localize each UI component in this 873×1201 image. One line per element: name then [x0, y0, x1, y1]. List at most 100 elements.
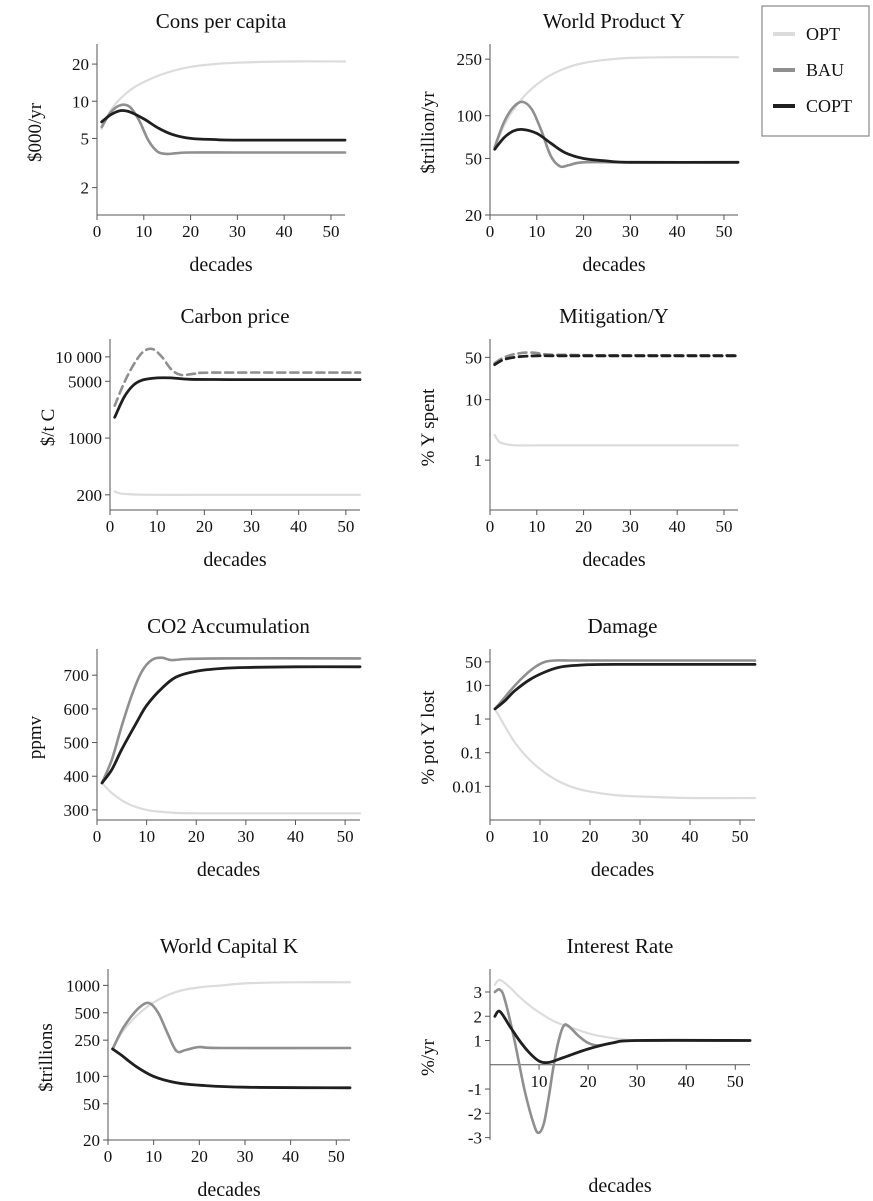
- x-tick-label: 20: [575, 222, 592, 241]
- chart-panel-4: 0 10 20 30 40 50 1 10 50 Mitigation/Y decades % Y s…: [418, 304, 740, 571]
- x-tick-label: 50: [322, 222, 339, 241]
- y-tick-label: -3: [468, 1129, 482, 1148]
- series-line-opt: [113, 490, 362, 496]
- y-tick-label: 10: [465, 676, 482, 695]
- x-tick-label: 20: [580, 1072, 597, 1091]
- x-tick-label: 0: [486, 827, 495, 846]
- y-tick-label: 1: [474, 1032, 483, 1051]
- y-axis-label: $/t C: [38, 409, 59, 446]
- y-tick-label: 250: [457, 50, 483, 69]
- x-tick-label: 0: [106, 517, 115, 536]
- x-tick-label: 50: [337, 517, 354, 536]
- chart-title: Interest Rate: [567, 934, 674, 958]
- legend: OPT BAU COPT: [761, 5, 870, 137]
- x-axis-label: decades: [591, 859, 655, 881]
- x-tick-label: 30: [236, 1147, 253, 1166]
- y-tick-label: 500: [75, 1004, 101, 1023]
- x-tick-label: 0: [93, 222, 102, 241]
- x-tick-label: 0: [486, 222, 495, 241]
- y-tick-label: 250: [75, 1031, 101, 1050]
- x-tick-label: 30: [622, 517, 639, 536]
- x-tick-label: 40: [276, 222, 293, 241]
- y-tick-label: 10: [72, 92, 89, 111]
- x-tick-label: 30: [229, 222, 246, 241]
- series-line-copt: [100, 665, 362, 785]
- chart-title: World Product Y: [543, 9, 685, 33]
- chart-title: Carbon price: [180, 304, 289, 328]
- x-tick-label: 20: [575, 517, 592, 536]
- chart-panel-6: 0 10 20 30 40 50 0.01 0.1 1 10 50 Damage decades % po…: [418, 614, 757, 881]
- y-tick-label: 1: [474, 451, 483, 470]
- y-tick-label: 400: [64, 767, 90, 786]
- series-line-bau: [493, 659, 757, 711]
- x-tick-label: 50: [328, 1147, 345, 1166]
- x-tick-label: 30: [629, 1072, 646, 1091]
- y-axis-label: % Y spent: [418, 388, 439, 466]
- y-tick-label: 20: [72, 55, 89, 74]
- series-line-bau: [100, 656, 362, 785]
- y-tick-label: 100: [75, 1067, 101, 1086]
- series-line-copt: [113, 376, 362, 419]
- y-tick-label: 50: [465, 348, 482, 367]
- series-line-bau: [493, 351, 740, 365]
- chart-title: Cons per capita: [156, 9, 287, 33]
- series-line-opt: [111, 981, 352, 1051]
- chart-panel-1: 0 10 20 30 40 50 2 5 10 20 Cons per capita decades $…: [25, 9, 347, 276]
- chart-title: World Capital K: [160, 934, 298, 958]
- y-axis-label: ppmv: [25, 715, 46, 759]
- y-tick-label: 600: [64, 700, 90, 719]
- x-tick-label: 0: [93, 827, 102, 846]
- series-line-copt: [111, 1047, 352, 1090]
- series-line-bau: [493, 100, 740, 169]
- y-tick-label: 1000: [68, 429, 102, 448]
- y-tick-label: 5000: [68, 372, 102, 391]
- y-tick-label: 1: [474, 710, 483, 729]
- y-tick-label: 50: [83, 1095, 100, 1114]
- chart-title: CO2 Accumulation: [147, 614, 310, 638]
- legend-label-copt: COPT: [806, 96, 852, 116]
- y-tick-label: 5: [81, 129, 90, 148]
- series-line-bau: [111, 1001, 352, 1054]
- chart-panel-5: 0 10 20 30 40 50 300 400 500 600 700 CO2 Accumulati…: [25, 614, 362, 881]
- y-tick-label: 20: [83, 1131, 100, 1150]
- x-tick-label: 40: [682, 827, 699, 846]
- x-tick-label: 40: [287, 827, 304, 846]
- y-tick-label: 50: [465, 653, 482, 672]
- y-tick-label: 0.01: [452, 777, 482, 796]
- chart-panel-2: 0 10 20 30 40 50 20 50 100 250 World Product Y deca…: [418, 9, 740, 276]
- x-axis-label: decades: [582, 549, 646, 571]
- chart-panel-8: 10 20 30 40 50 -3 -2 -1 1 2 3 Interest Rate decades%…: [418, 934, 752, 1197]
- x-tick-label: 30: [243, 517, 260, 536]
- x-tick-label: 20: [188, 827, 205, 846]
- legend-label-bau: BAU: [806, 60, 844, 80]
- x-tick-label: 10: [531, 1072, 548, 1091]
- y-tick-label: 3: [474, 983, 483, 1002]
- y-tick-label: -2: [468, 1104, 482, 1123]
- x-tick-label: 20: [191, 1147, 208, 1166]
- series-line-opt: [493, 978, 752, 1042]
- series-line-opt: [100, 60, 347, 130]
- y-tick-label: 0.1: [461, 744, 482, 763]
- chart-title: Damage: [588, 614, 658, 638]
- x-tick-label: 30: [632, 827, 649, 846]
- y-tick-label: 100: [457, 107, 483, 126]
- y-axis-label: %/yr: [418, 1038, 439, 1076]
- series-line-copt: [493, 662, 757, 711]
- x-tick-label: 20: [196, 517, 213, 536]
- x-tick-label: 10: [532, 827, 549, 846]
- y-tick-label: 10 000: [55, 348, 102, 367]
- x-tick-label: 10: [149, 517, 166, 536]
- y-tick-label: 300: [64, 801, 90, 820]
- series-line-opt: [100, 781, 362, 815]
- x-tick-label: 50: [715, 222, 732, 241]
- series-line-bau: [493, 988, 752, 1135]
- x-tick-label: 30: [622, 222, 639, 241]
- series-line-opt: [493, 707, 757, 800]
- x-tick-label: 10: [138, 827, 155, 846]
- x-axis-label: decades: [189, 254, 253, 276]
- series-line-copt: [100, 109, 347, 142]
- x-tick-label: 10: [145, 1147, 162, 1166]
- x-tick-label: 40: [678, 1072, 695, 1091]
- series-line-opt: [493, 56, 740, 149]
